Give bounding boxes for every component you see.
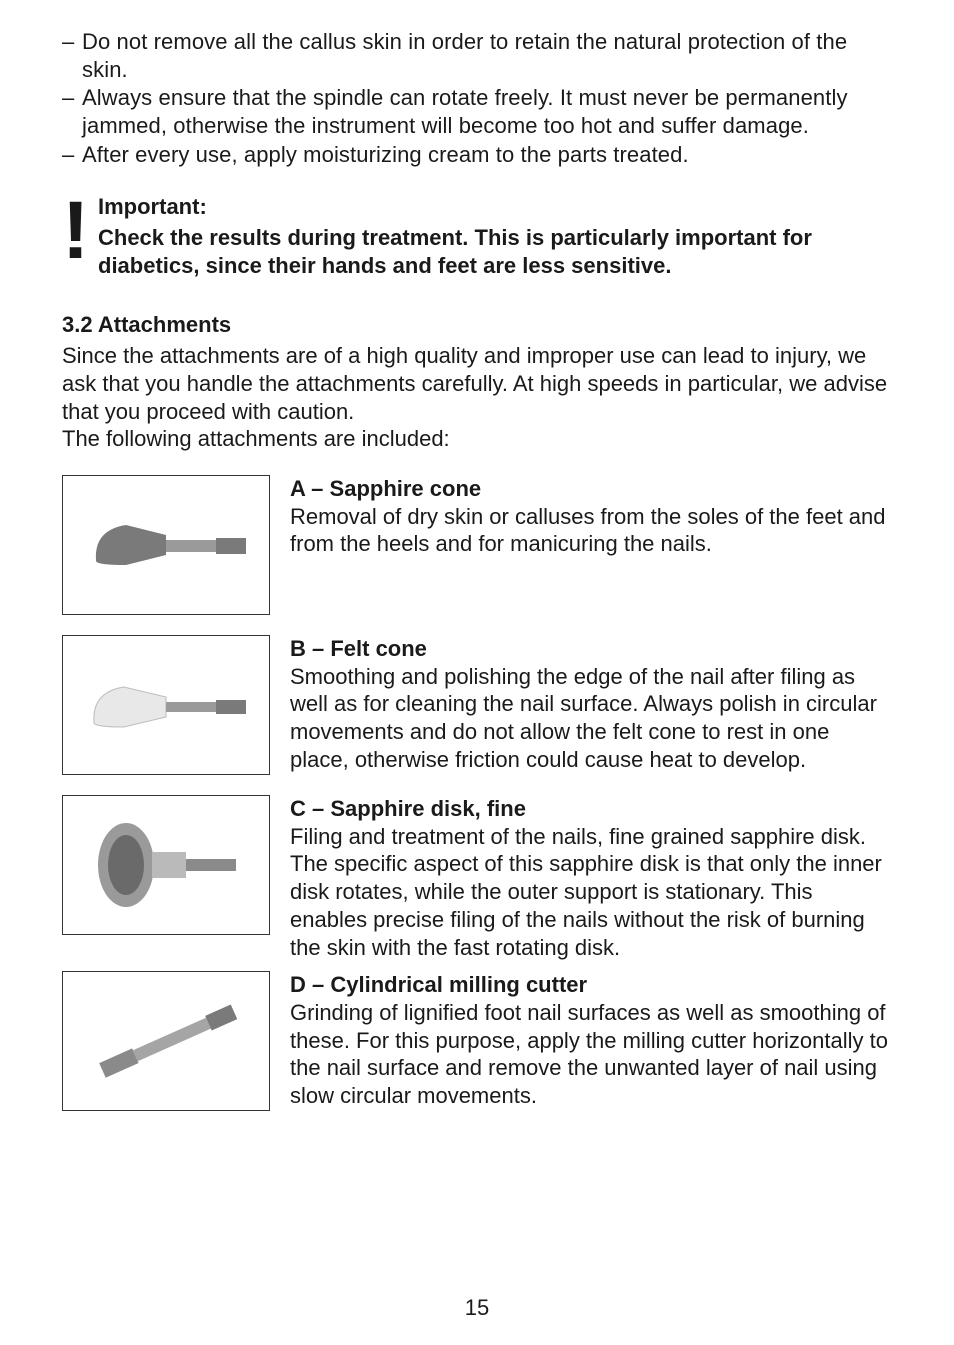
sapphire-disk-icon [62, 795, 270, 935]
felt-cone-icon [62, 635, 270, 775]
list-item: – Do not remove all the callus skin in o… [62, 28, 892, 83]
important-title: Important: [98, 193, 892, 221]
section-intro-2: The following attachments are included: [62, 426, 450, 451]
list-text: Always ensure that the spindle can rotat… [82, 84, 892, 139]
attachment-text: Filing and treatment of the nails, fine … [290, 823, 892, 962]
list-text: After every use, apply moisturizing crea… [82, 141, 689, 169]
attachment-text: Removal of dry skin or calluses from the… [290, 503, 892, 558]
attachment-row: D – Cylindrical milling cutter Grinding … [62, 971, 892, 1111]
attachment-row: A – Sapphire cone Removal of dry skin or… [62, 475, 892, 615]
attachment-text: Grinding of lignified foot nail surfaces… [290, 999, 892, 1110]
intro-bullet-list: – Do not remove all the callus skin in o… [62, 28, 892, 169]
exclamation-icon: ! [62, 199, 98, 280]
attachments-list: A – Sapphire cone Removal of dry skin or… [62, 475, 892, 1111]
important-note: ! Important: Check the results during tr… [62, 193, 892, 280]
important-body: Check the results during treatment. This… [98, 224, 892, 280]
list-item: – Always ensure that the spindle can rot… [62, 84, 892, 139]
section-heading: 3.2 Attachments [62, 312, 892, 338]
bullet-dash: – [62, 84, 82, 139]
cylindrical-cutter-icon [62, 971, 270, 1111]
attachment-row: B – Felt cone Smoothing and polishing th… [62, 635, 892, 775]
attachment-text: Smoothing and polishing the edge of the … [290, 663, 892, 774]
attachment-row: C – Sapphire disk, fine Filing and treat… [62, 795, 892, 961]
attachment-label: C – Sapphire disk, fine [290, 795, 892, 823]
attachment-description: D – Cylindrical milling cutter Grinding … [290, 971, 892, 1110]
section-intro-1: Since the attachments are of a high qual… [62, 343, 887, 423]
attachment-label: A – Sapphire cone [290, 475, 892, 503]
attachment-label: B – Felt cone [290, 635, 892, 663]
attachment-description: C – Sapphire disk, fine Filing and treat… [290, 795, 892, 961]
attachment-description: A – Sapphire cone Removal of dry skin or… [290, 475, 892, 558]
bullet-dash: – [62, 28, 82, 83]
bullet-dash: – [62, 141, 82, 169]
attachment-description: B – Felt cone Smoothing and polishing th… [290, 635, 892, 774]
page-number: 15 [0, 1295, 954, 1321]
attachment-label: D – Cylindrical milling cutter [290, 971, 892, 999]
list-text: Do not remove all the callus skin in ord… [82, 28, 892, 83]
section-intro: Since the attachments are of a high qual… [62, 342, 892, 453]
sapphire-cone-icon [62, 475, 270, 615]
list-item: – After every use, apply moisturizing cr… [62, 141, 892, 169]
